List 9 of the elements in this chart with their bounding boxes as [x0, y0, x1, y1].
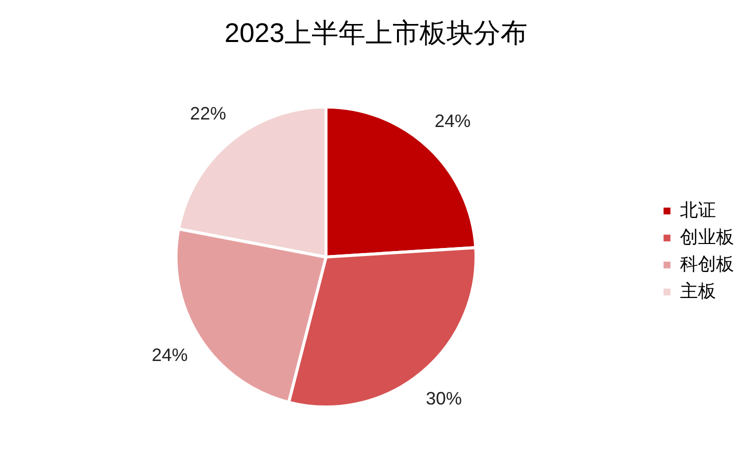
data-label: 22%: [190, 103, 226, 124]
legend-label: 创业板: [680, 227, 734, 247]
data-label: 24%: [152, 345, 188, 366]
legend-label: 科创板: [680, 254, 734, 274]
data-label: 24%: [434, 111, 471, 132]
legend-label: 主板: [680, 281, 716, 301]
chart-title: 2023上半年上市板块分布: [224, 18, 528, 48]
legend-label: 北证: [680, 200, 716, 220]
data-label: 30%: [426, 388, 462, 409]
